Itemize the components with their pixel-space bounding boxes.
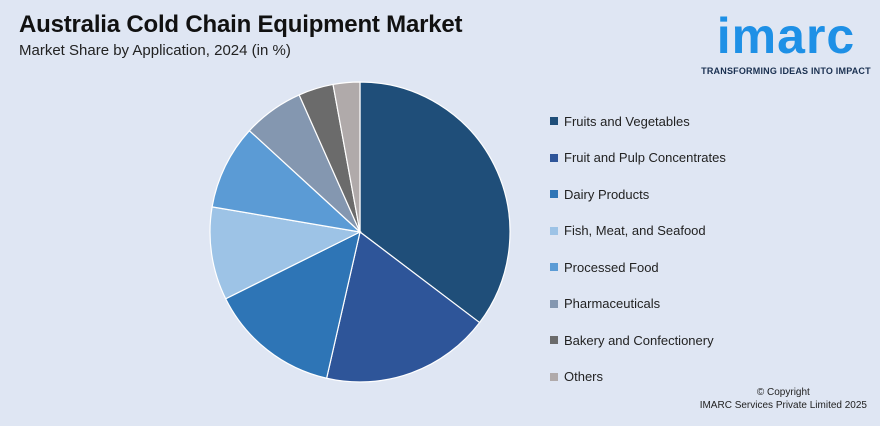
legend-label: Dairy Products bbox=[564, 186, 650, 202]
copyright-line-1: © Copyright bbox=[756, 387, 810, 398]
legend-swatch bbox=[550, 263, 558, 272]
legend-swatch bbox=[550, 226, 558, 235]
legend-label: Fruit and Pulp Concentrates bbox=[564, 150, 726, 166]
pie-slice-fish-meat-and-seafood bbox=[209, 206, 362, 300]
legend-swatch bbox=[550, 299, 558, 308]
legend-swatch bbox=[550, 117, 558, 126]
legend-item: Dairy Products bbox=[550, 176, 726, 213]
legend-label: Fruits and Vegetables bbox=[564, 113, 690, 129]
logo-wordmark: imarc bbox=[716, 8, 856, 64]
legend-swatch bbox=[550, 372, 558, 381]
legend-item: Processed Food bbox=[550, 249, 726, 286]
pie-slice-dairy-products bbox=[224, 230, 361, 379]
legend-item: Fish, Meat, and Seafood bbox=[550, 213, 726, 250]
chart-legend: Fruits and Vegetables Fruit and Pulp Conc… bbox=[550, 103, 726, 395]
legend-label: Processed Food bbox=[564, 259, 659, 275]
pie-slice-processed-food bbox=[211, 129, 362, 233]
legend-item: Others bbox=[550, 359, 726, 396]
pie-chart bbox=[209, 81, 511, 383]
legend-label: Bakery and Confectionery bbox=[564, 332, 714, 348]
pie-slice-others bbox=[332, 81, 361, 233]
legend-swatch bbox=[550, 153, 558, 162]
pie-slice-fruits-and-vegetables bbox=[359, 81, 511, 324]
legend-label: Pharmaceuticals bbox=[564, 296, 661, 312]
legend-item: Bakery and Confectionery bbox=[550, 322, 726, 359]
legend-label: Fish, Meat, and Seafood bbox=[564, 223, 706, 239]
pie-slices bbox=[209, 81, 511, 383]
legend-swatch bbox=[550, 336, 558, 345]
legend-item: Pharmaceuticals bbox=[550, 286, 726, 323]
legend-item: Fruit and Pulp Concentrates bbox=[550, 140, 726, 177]
pie-slice-fruit-and-pulp-concentrates bbox=[325, 230, 481, 383]
legend-item: Fruits and Vegetables bbox=[550, 103, 726, 140]
legend-label: Others bbox=[564, 369, 604, 385]
imarc-logo: imarc TRANSFORMING IDEAS INTO IMPACT bbox=[700, 8, 872, 84]
legend-swatch bbox=[550, 190, 558, 199]
chart-title: Australia Cold Chain Equipment Market bbox=[19, 11, 463, 38]
chart-subtitle: Market Share by Application, 2024 (in %) bbox=[19, 42, 291, 59]
copyright-line-2: IMARC Services Private Limited 2025 bbox=[699, 400, 867, 411]
copyright-notice: © Copyright IMARC Services Private Limit… bbox=[700, 386, 867, 412]
logo-tagline: TRANSFORMING IDEAS INTO IMPACT bbox=[701, 66, 871, 76]
